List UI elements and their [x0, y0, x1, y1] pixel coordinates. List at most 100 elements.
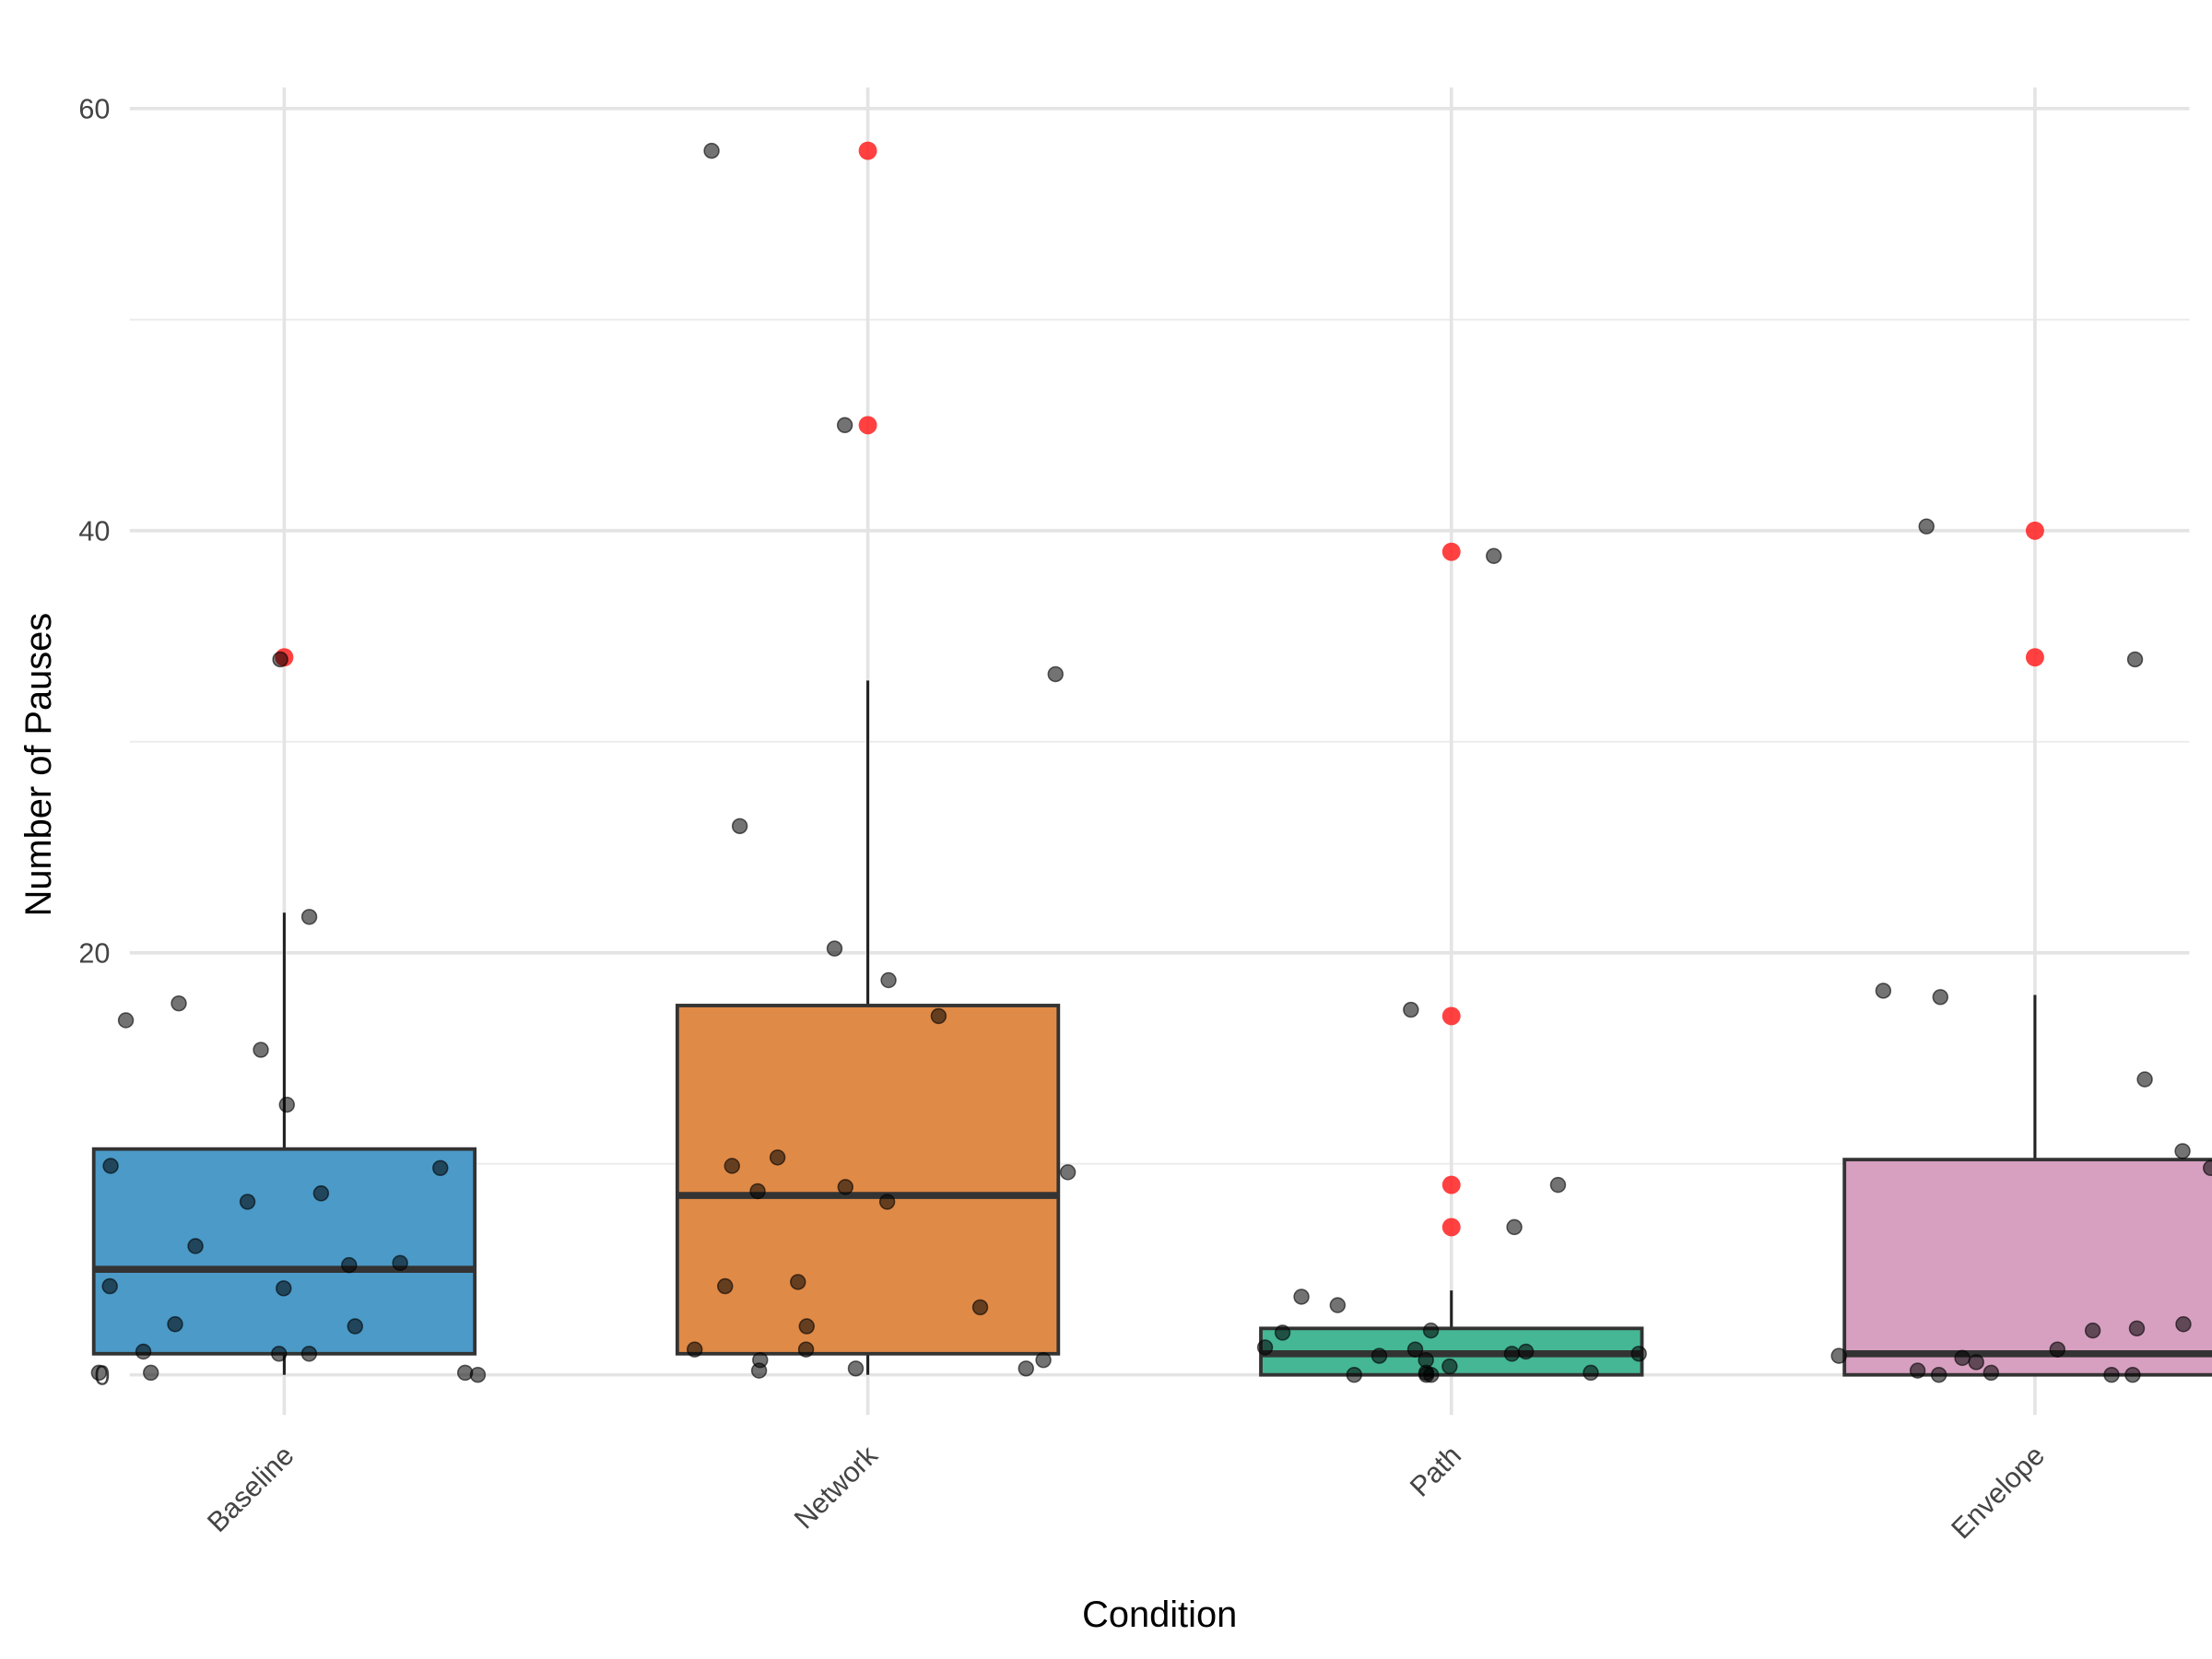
y-axis-title: Number of Pauses	[18, 613, 59, 916]
jitter-point	[1371, 1347, 1388, 1364]
jitter-point	[347, 1318, 364, 1335]
box	[1842, 1158, 2212, 1377]
jitter-point	[1503, 1346, 1521, 1362]
jitter-point	[1932, 989, 1948, 1006]
jitter-point	[432, 1159, 449, 1177]
jitter-point	[2124, 1366, 2141, 1383]
jitter-point	[878, 1194, 896, 1210]
jitter-point	[1018, 1360, 1034, 1377]
jitter-point	[2202, 1159, 2212, 1177]
jitter-point	[790, 1274, 806, 1290]
jitter-point	[1830, 1347, 1847, 1364]
x-tick-label: Envelope	[1946, 1440, 2051, 1545]
jitter-point	[2103, 1366, 2120, 1383]
jitter-point	[836, 417, 853, 433]
jitter-point	[1441, 1358, 1458, 1375]
jitter-point	[135, 1343, 152, 1360]
jitter-point	[300, 909, 318, 925]
jitter-point	[826, 940, 843, 957]
jitter-point	[1968, 1354, 1984, 1371]
jitter-point	[724, 1158, 740, 1174]
jitter-point	[731, 818, 748, 835]
jitter-point	[1517, 1343, 1535, 1360]
box	[675, 1004, 1061, 1356]
jitter-point	[392, 1254, 408, 1272]
jitter-point	[187, 1238, 204, 1254]
jitter-point	[278, 1096, 295, 1113]
jitter-point	[469, 1366, 487, 1383]
jitter-point	[1418, 1366, 1435, 1383]
jitter-point	[1047, 665, 1064, 683]
outlier	[858, 141, 877, 160]
outlier	[1441, 1218, 1461, 1237]
jitter-point	[1549, 1176, 1567, 1194]
jitter-point	[686, 1341, 703, 1358]
jitter-point	[102, 1158, 119, 1174]
jitter-point	[1422, 1322, 1440, 1339]
jitter-point	[1329, 1297, 1347, 1313]
jitter-point	[1406, 1341, 1424, 1358]
jitter-point	[312, 1185, 330, 1202]
jitter-point	[1403, 1001, 1419, 1018]
jitter-point	[2175, 1316, 2192, 1333]
jitter-point	[2126, 651, 2144, 668]
jitter-point	[1630, 1346, 1647, 1362]
jitter-point	[1954, 1349, 1971, 1367]
jitter-point	[769, 1149, 786, 1166]
jitter-point	[1930, 1366, 1947, 1383]
jitter-point	[847, 1360, 865, 1377]
jitter-point	[703, 142, 720, 159]
jitter-point	[239, 1194, 256, 1210]
jitter-point	[142, 1364, 159, 1382]
jitter-point	[749, 1182, 766, 1200]
jitter-point	[300, 1346, 318, 1362]
outlier	[1441, 1006, 1461, 1026]
jitter-point	[270, 1346, 288, 1362]
jitter-point	[1256, 1339, 1274, 1356]
jitter-point	[1983, 1364, 2000, 1382]
jitter-point	[253, 1041, 269, 1058]
jitter-point	[1274, 1324, 1291, 1341]
jitter-point	[880, 971, 897, 989]
x-axis-title: Condition	[1082, 1594, 1237, 1635]
jitter-point	[272, 651, 288, 668]
jitter-point	[750, 1362, 768, 1379]
outlier	[858, 416, 877, 435]
x-tick-label: Baseline	[202, 1440, 300, 1538]
jitter-point	[1918, 518, 1935, 535]
jitter-point	[837, 1179, 854, 1195]
jitter-point	[797, 1341, 815, 1358]
jitter-point	[717, 1277, 734, 1295]
jitter-point	[1909, 1362, 1926, 1379]
jitter-point	[1059, 1164, 1077, 1181]
jitter-point	[117, 1012, 135, 1029]
outlier	[2025, 521, 2044, 540]
outlier	[1441, 1175, 1461, 1194]
jitter-point	[2128, 1320, 2146, 1337]
jitter-point	[2136, 1071, 2153, 1088]
y-tick-label: 20	[78, 937, 110, 969]
jitter-point	[171, 994, 187, 1012]
y-tick-label: 40	[78, 515, 110, 547]
jitter-point	[90, 1364, 108, 1382]
jitter-point	[2174, 1143, 2191, 1159]
jitter-point	[341, 1256, 358, 1274]
jitter-point	[167, 1316, 183, 1333]
jitter-point	[276, 1280, 292, 1297]
box	[91, 1147, 477, 1356]
jitter-point	[1583, 1364, 1599, 1382]
jitter-point	[1875, 982, 1892, 999]
jitter-point	[1486, 547, 1502, 564]
jitter-point	[101, 1277, 118, 1295]
y-tick-label: 60	[78, 94, 110, 125]
jitter-point	[2084, 1322, 2101, 1339]
jitter-point	[971, 1299, 989, 1316]
jitter-point	[1035, 1351, 1052, 1369]
jitter-point	[1293, 1288, 1310, 1305]
jitter-point	[1506, 1218, 1523, 1236]
x-tick-label: Path	[1404, 1440, 1467, 1503]
outlier	[2025, 648, 2044, 667]
jitter-point	[798, 1318, 816, 1335]
